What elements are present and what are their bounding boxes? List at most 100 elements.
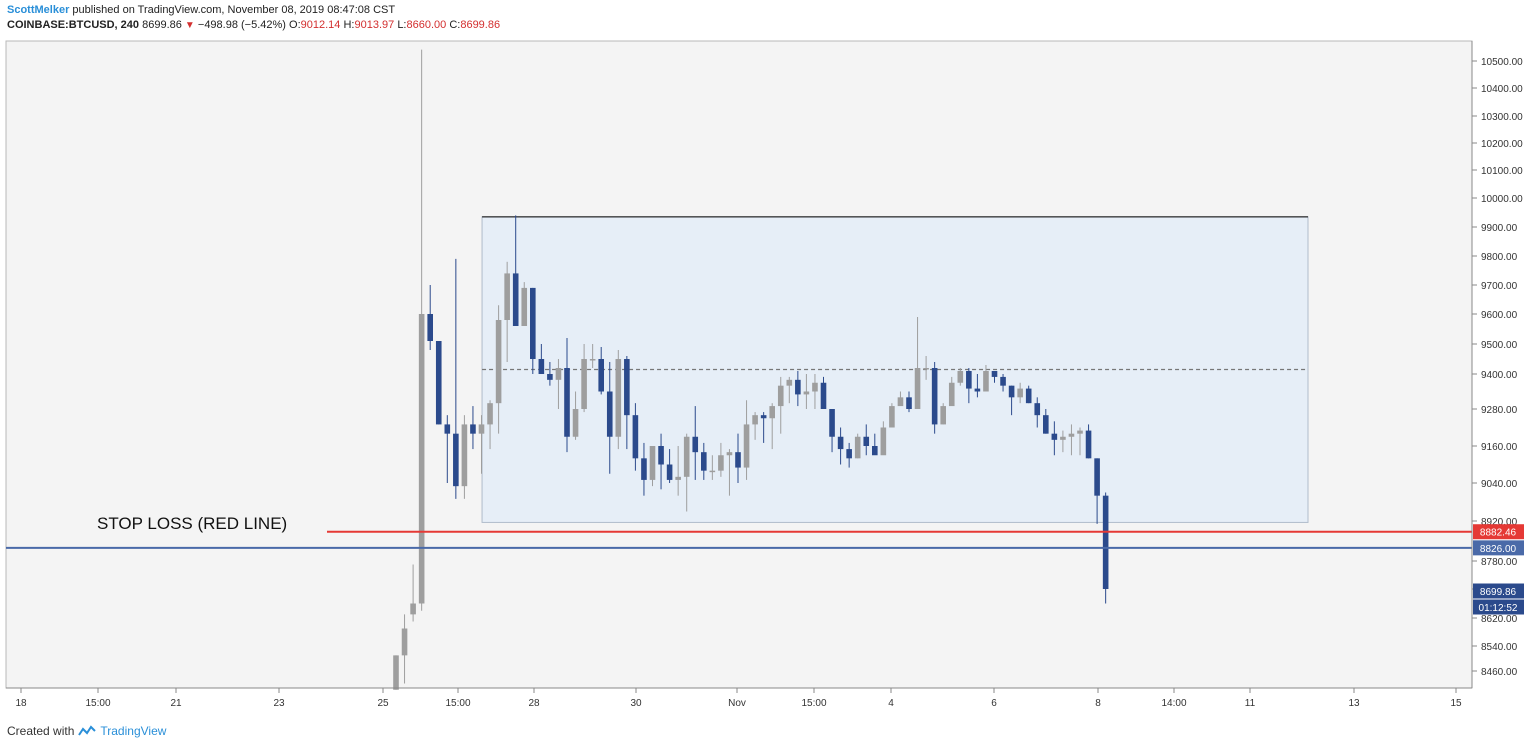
candle [906, 391, 912, 413]
countdown-label-text: 01:12:52 [1479, 603, 1518, 614]
stop-price-label: 8882.46 [1473, 524, 1524, 540]
candle-body [812, 382, 818, 392]
publish-line: ScottMelker published on TradingView.com… [7, 3, 500, 18]
price-tick-label: 8540.00 [1481, 642, 1518, 653]
candle [589, 344, 596, 368]
candle [709, 455, 716, 480]
candle-body [726, 452, 733, 456]
candle [854, 433, 861, 459]
countdown-label-bg [1473, 599, 1524, 615]
last-price-label: 8699.86 [1473, 583, 1524, 599]
candle [1043, 409, 1049, 434]
candle [564, 338, 570, 453]
candle [948, 376, 955, 407]
candle [418, 314, 425, 611]
candle [470, 406, 476, 450]
time-axis[interactable]: 18 15:00 21 23 25 15:00 28 30 Nov 15:00 4 6 8 14:00 11… [6, 687, 1472, 709]
candle [572, 391, 579, 440]
candle-body [1060, 436, 1066, 440]
price-tick-label: 8460.00 [1481, 667, 1518, 678]
tradingview-logo-icon [78, 725, 97, 736]
candle [777, 376, 784, 434]
candle-body [743, 424, 750, 468]
candle [555, 359, 562, 409]
candle [581, 344, 587, 413]
candle [812, 374, 818, 409]
candle-body [1043, 415, 1049, 434]
time-tick-label: 15:00 [445, 698, 470, 709]
candle [923, 356, 929, 380]
time-tick-label: 15:00 [85, 698, 110, 709]
last-price-label-bg [1473, 583, 1524, 599]
support-price-label: 8826.00 [1473, 540, 1524, 556]
candle-body [1000, 376, 1006, 386]
candle [743, 400, 750, 480]
candle-body [683, 436, 690, 477]
time-tick-label: 8 [1095, 698, 1101, 709]
candle-body [1077, 430, 1083, 434]
candle [435, 341, 442, 425]
candle-body [914, 368, 921, 409]
candle-body [1094, 458, 1100, 496]
candle-body [435, 341, 442, 425]
price-change: −498.98 (−5.42%) [197, 19, 286, 31]
candle-body [538, 359, 545, 374]
candle-body [478, 424, 485, 434]
price-tick-label: 9500.00 [1481, 340, 1518, 351]
tradingview-brand[interactable]: TradingView [100, 724, 167, 738]
candle-body [512, 273, 519, 326]
candle-body [735, 452, 741, 468]
candle-body [880, 427, 887, 456]
candle-body [589, 359, 596, 361]
candle [991, 371, 998, 383]
candle-body [846, 449, 852, 459]
candle [1051, 421, 1058, 456]
candle [487, 400, 493, 450]
candle-body [427, 314, 433, 341]
candle-body [624, 359, 630, 416]
candle-body [931, 368, 938, 425]
candle-body [889, 406, 895, 428]
candle [504, 261, 510, 362]
candle [940, 403, 946, 425]
ohlc-line: COINBASE:BTCUSD, 240 8699.86 ▼ −498.98 (… [7, 18, 500, 33]
candle-body [504, 273, 510, 320]
countdown-label: 01:12:52 [1473, 599, 1524, 615]
candle-body [709, 470, 716, 473]
price-tick-label: 9800.00 [1481, 252, 1518, 263]
candle [478, 415, 485, 474]
candle [803, 374, 810, 409]
candle-body [837, 436, 844, 450]
candle [444, 415, 451, 483]
candle [880, 421, 887, 456]
time-tick-label: 28 [528, 698, 540, 709]
candle [606, 362, 613, 474]
candle [615, 350, 622, 450]
time-tick-label: 13 [1348, 698, 1360, 709]
candle-body [786, 379, 793, 386]
candle [427, 285, 433, 350]
price-tick-label: 8920.00 [1481, 517, 1518, 528]
down-triangle-icon: ▼ [184, 20, 195, 31]
candle [453, 258, 459, 499]
candle-body [1068, 433, 1075, 437]
candle-body [718, 455, 724, 471]
candle-body [983, 371, 989, 392]
candle [675, 446, 681, 496]
candle-body [658, 446, 664, 465]
candle-body [530, 287, 536, 359]
candle-body [495, 320, 502, 404]
open-label: O: [289, 19, 301, 31]
candle-body [393, 655, 399, 690]
author-link[interactable]: ScottMelker [7, 4, 70, 16]
candle-body [581, 359, 587, 409]
candle-body [521, 287, 528, 326]
candle-body [906, 397, 912, 409]
candle [1085, 424, 1092, 459]
candle-body [948, 382, 955, 407]
candle-body [641, 458, 647, 480]
candle-body [470, 424, 476, 434]
candle-body [777, 385, 784, 407]
candle [897, 391, 904, 407]
